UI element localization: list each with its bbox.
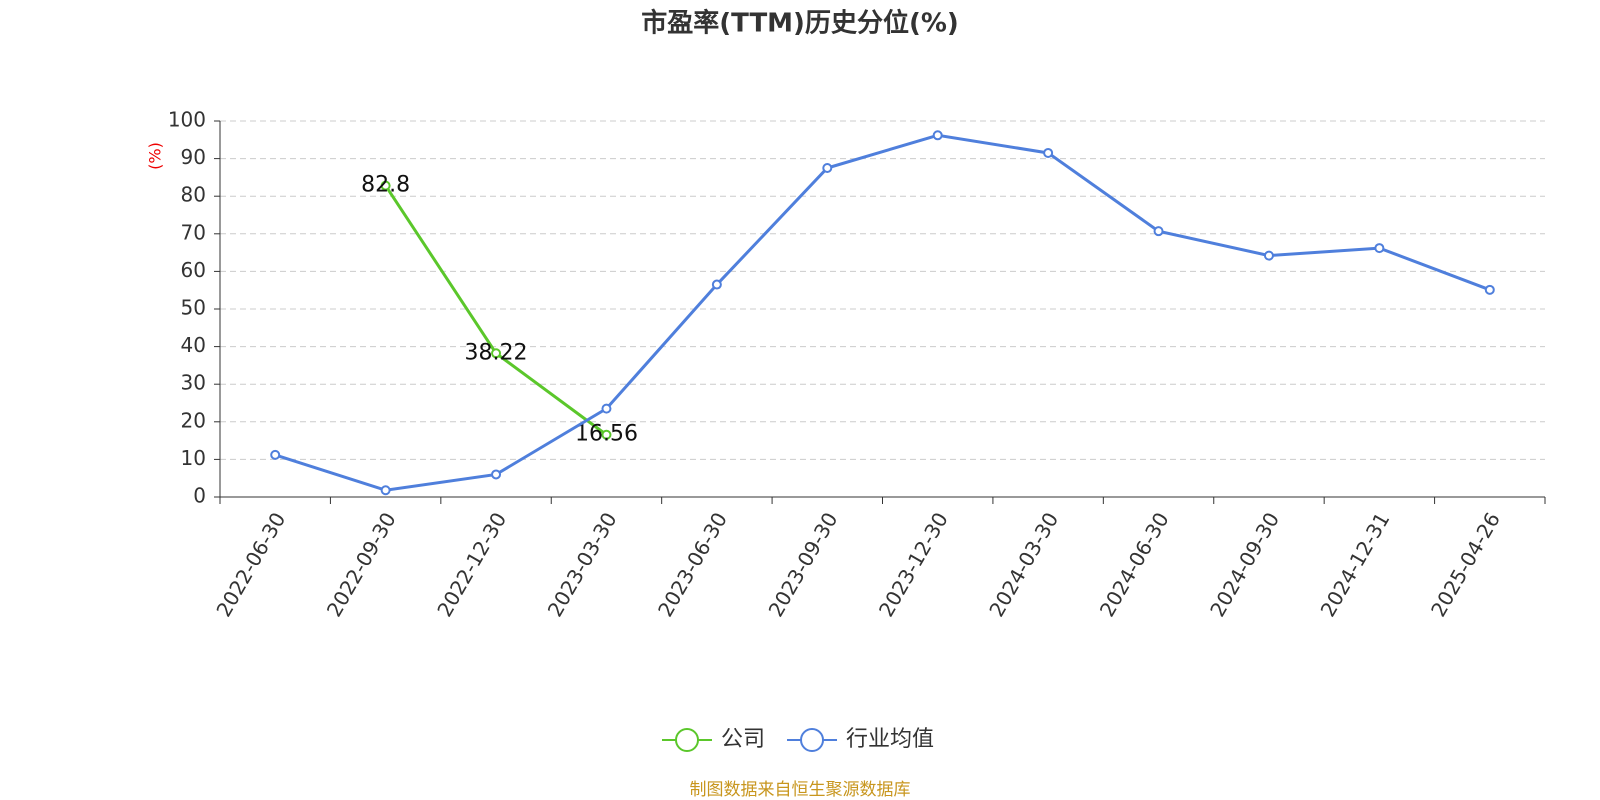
data-point (1484, 284, 1495, 295)
legend-label: 公司 (721, 727, 765, 752)
legend-item[interactable]: 行业均值 (787, 727, 934, 752)
data-point (711, 279, 722, 290)
legend-marker (800, 728, 825, 752)
chart-title: 市盈率(TTM)历史分位(%) (641, 8, 959, 39)
y-tick-label: 10 (181, 446, 206, 470)
data-point (1374, 243, 1385, 254)
data-point (1043, 147, 1054, 158)
data-point (822, 163, 833, 173)
data-point (601, 429, 612, 440)
data-point (491, 469, 502, 480)
data-point (380, 180, 391, 191)
x-tick-label: 2024-09-30 (1205, 508, 1284, 621)
y-tick-label: 90 (181, 145, 206, 169)
x-tick-label: 2023-06-30 (653, 508, 732, 621)
x-tick-label: 2024-03-30 (984, 508, 1063, 621)
x-tick-label: 2022-09-30 (322, 508, 401, 621)
data-label: 82.8 (361, 173, 410, 198)
data-point (1153, 226, 1164, 237)
y-tick-label: 60 (181, 258, 206, 282)
y-tick-label: 50 (181, 296, 206, 320)
data-point (491, 348, 502, 359)
data-label: 16.56 (575, 422, 638, 447)
y-tick-label: 30 (181, 371, 206, 395)
y-tick-label: 100 (168, 108, 206, 132)
y-axis-label: (%) (146, 142, 165, 170)
data-label: 38.22 (465, 340, 528, 365)
x-tick-label: 2022-12-30 (432, 508, 511, 621)
series-line (384, 184, 608, 436)
x-tick-label: 2023-03-30 (543, 508, 622, 621)
data-point (932, 130, 943, 141)
y-tick-label: 20 (181, 408, 206, 432)
y-tick-label: 80 (181, 183, 206, 207)
y-tick-label: 0 (193, 484, 206, 508)
x-tick-label: 2025-04-26 (1426, 508, 1505, 621)
x-tick-label: 2024-06-30 (1095, 508, 1174, 621)
data-point (601, 403, 612, 414)
x-tick-label: 2023-12-30 (874, 508, 953, 621)
x-tick-label: 2023-09-30 (763, 508, 842, 621)
x-tick-label: 2024-12-31 (1316, 508, 1395, 621)
data-point (270, 449, 281, 460)
legend-label: 行业均值 (846, 727, 934, 752)
legend-item[interactable]: 公司 (662, 727, 765, 752)
series-line (274, 133, 1491, 492)
data-point (380, 485, 391, 496)
x-tick-label: 2022-06-30 (211, 508, 290, 621)
y-tick-label: 40 (181, 333, 206, 357)
legend-marker (675, 728, 699, 752)
y-tick-label: 70 (181, 220, 206, 244)
source-note: 制图数据来自恒生聚源数据库 (690, 780, 911, 800)
data-point (1263, 250, 1274, 261)
